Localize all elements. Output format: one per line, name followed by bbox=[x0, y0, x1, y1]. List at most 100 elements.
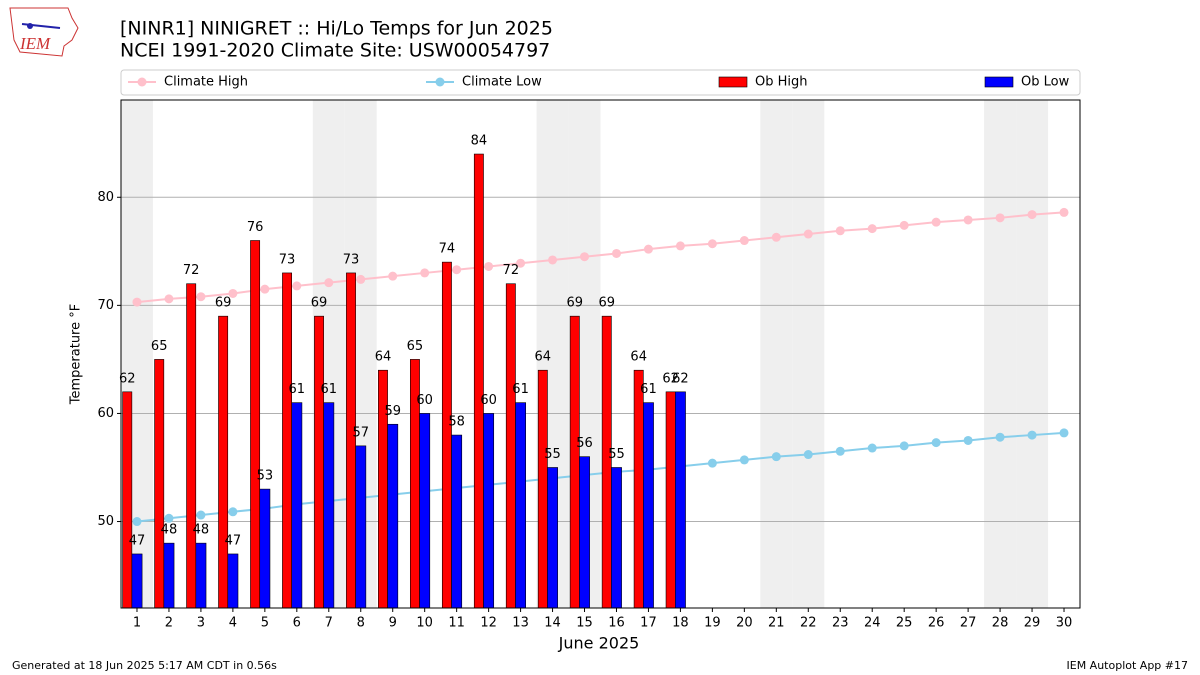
data-label: 62 bbox=[672, 371, 689, 386]
point bbox=[643, 244, 653, 254]
x-tick-label: 15 bbox=[576, 616, 593, 631]
data-label: 61 bbox=[640, 382, 657, 397]
x-tick-label: 28 bbox=[992, 616, 1009, 631]
bar bbox=[218, 315, 229, 609]
point bbox=[707, 239, 717, 249]
point bbox=[228, 507, 238, 517]
legend-swatch bbox=[984, 76, 1014, 88]
legend-box bbox=[120, 69, 1081, 96]
data-label: 61 bbox=[289, 382, 306, 397]
x-tick-label: 23 bbox=[832, 616, 849, 631]
legend-label: Ob High bbox=[755, 75, 808, 90]
point bbox=[260, 284, 270, 294]
x-tick-label: 13 bbox=[512, 616, 529, 631]
point bbox=[196, 292, 206, 302]
weekend-shade bbox=[792, 100, 825, 608]
plot-frame bbox=[120, 99, 1081, 609]
bar bbox=[643, 402, 654, 609]
x-tick-label: 14 bbox=[544, 616, 561, 631]
x-tick-label: 7 bbox=[325, 616, 333, 631]
point bbox=[931, 217, 941, 227]
bar bbox=[601, 315, 612, 609]
y-tick-label: 70 bbox=[97, 298, 114, 313]
bar bbox=[473, 153, 484, 609]
bar bbox=[675, 391, 686, 609]
x-tick-label: 24 bbox=[864, 616, 881, 631]
data-label: 48 bbox=[161, 523, 178, 538]
bar bbox=[259, 488, 271, 609]
data-label: 61 bbox=[512, 382, 529, 397]
data-label: 73 bbox=[343, 252, 360, 267]
point bbox=[995, 213, 1005, 223]
bar bbox=[387, 423, 399, 609]
x-tick-label: 22 bbox=[800, 616, 817, 631]
bar bbox=[547, 467, 558, 609]
point bbox=[771, 452, 781, 462]
data-label: 58 bbox=[448, 415, 465, 430]
x-tick-label: 6 bbox=[293, 616, 301, 631]
bar bbox=[515, 402, 526, 609]
chart-title: [NINR1] NINIGRET :: Hi/Lo Temps for Jun … bbox=[120, 18, 553, 40]
data-label: 57 bbox=[352, 425, 369, 440]
point bbox=[164, 513, 174, 523]
legend-label: Climate Low bbox=[462, 75, 542, 90]
point bbox=[771, 232, 781, 242]
data-label: 62 bbox=[662, 371, 679, 386]
point bbox=[356, 274, 366, 284]
bar bbox=[186, 283, 197, 609]
data-label: 74 bbox=[439, 242, 456, 257]
data-label: 56 bbox=[576, 436, 593, 451]
point bbox=[132, 517, 142, 527]
x-tick-label: 11 bbox=[448, 616, 465, 631]
bar bbox=[195, 542, 207, 609]
y-axis-label: Temperature °F bbox=[69, 304, 84, 405]
data-label: 69 bbox=[215, 296, 232, 311]
data-label: 47 bbox=[225, 533, 242, 548]
data-label: 65 bbox=[407, 339, 424, 354]
legend-label: Climate High bbox=[164, 75, 248, 90]
bar bbox=[154, 359, 165, 609]
point bbox=[1027, 430, 1037, 440]
bar bbox=[291, 402, 303, 609]
bar bbox=[419, 413, 431, 609]
data-label: 84 bbox=[471, 134, 488, 149]
data-label: 61 bbox=[321, 382, 338, 397]
bar bbox=[355, 445, 367, 609]
point bbox=[196, 510, 206, 520]
point bbox=[803, 229, 813, 239]
weekend-shade bbox=[984, 100, 1017, 608]
bar bbox=[131, 553, 143, 609]
point bbox=[899, 220, 909, 230]
point bbox=[292, 281, 302, 291]
data-label: 55 bbox=[608, 447, 625, 462]
x-tick-label: 17 bbox=[640, 616, 657, 631]
bar bbox=[346, 272, 356, 609]
point bbox=[1027, 210, 1037, 220]
bar bbox=[282, 272, 293, 609]
x-tick-label: 8 bbox=[357, 616, 365, 631]
point bbox=[452, 265, 462, 275]
data-label: 55 bbox=[544, 447, 561, 462]
x-tick-label: 16 bbox=[608, 616, 625, 631]
x-tick-label: 10 bbox=[416, 616, 433, 631]
logo-text: IEM bbox=[19, 34, 51, 53]
data-label: 65 bbox=[151, 339, 168, 354]
x-tick-label: 26 bbox=[928, 616, 945, 631]
y-tick-label: 80 bbox=[97, 190, 114, 205]
bar bbox=[665, 391, 676, 609]
point bbox=[388, 271, 398, 281]
point bbox=[580, 252, 590, 262]
x-tick-label: 4 bbox=[229, 616, 237, 631]
legend-label: Ob Low bbox=[1021, 75, 1070, 90]
bar bbox=[314, 315, 324, 609]
x-tick-label: 9 bbox=[389, 616, 397, 631]
footer-left: Generated at 18 Jun 2025 5:17 AM CDT in … bbox=[12, 659, 277, 672]
bar bbox=[122, 391, 133, 609]
bar bbox=[451, 434, 463, 609]
x-tick-label: 1 bbox=[133, 616, 141, 631]
point bbox=[324, 278, 334, 288]
data-label: 69 bbox=[566, 296, 583, 311]
data-label: 64 bbox=[630, 350, 647, 365]
point bbox=[516, 258, 526, 268]
